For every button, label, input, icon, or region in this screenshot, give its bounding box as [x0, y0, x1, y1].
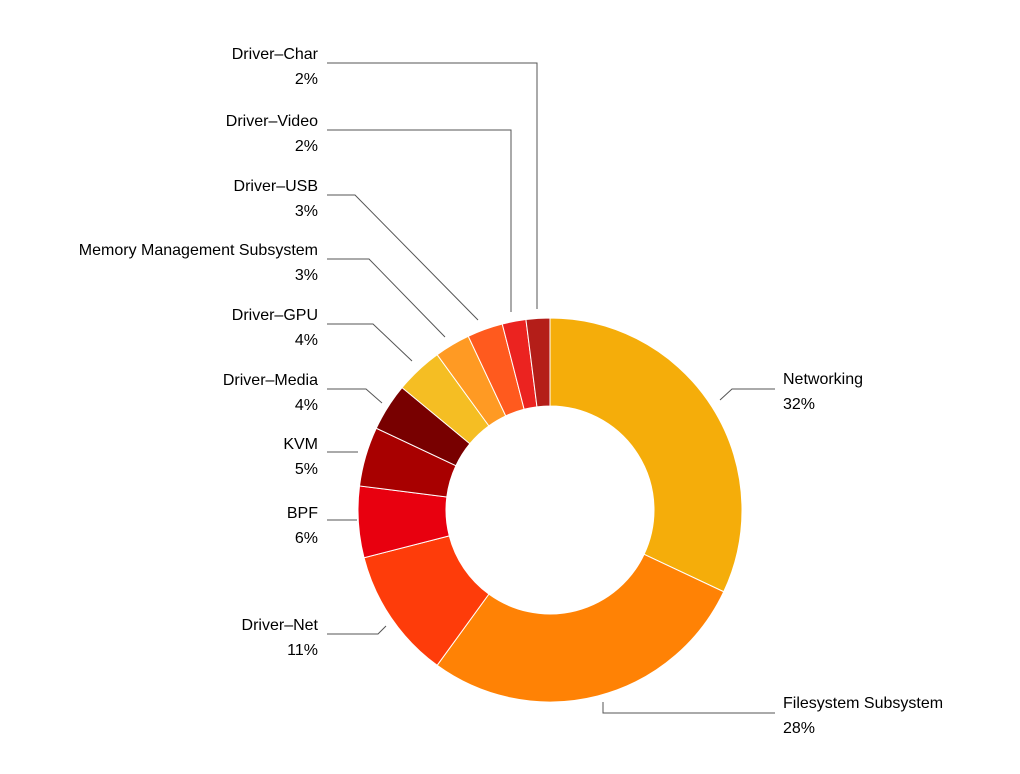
slice-label-value-9: 2%	[295, 138, 318, 155]
slice-label-name-3: BPF	[287, 505, 318, 522]
slice-label-value-0: 32%	[783, 396, 815, 413]
leader-line-9	[327, 129, 512, 312]
slice-label-name-7: Memory Management Subsystem	[79, 242, 318, 259]
slice-10	[525, 317, 551, 408]
slice-label-value-7: 3%	[295, 267, 318, 284]
slice-label-value-10: 2%	[295, 71, 318, 88]
leader-line-10	[327, 62, 538, 309]
leader-line-1	[602, 702, 775, 714]
slice-label-value-8: 3%	[295, 203, 318, 220]
slice-label-name-0: Networking	[783, 371, 863, 388]
slice-label-value-4: 5%	[295, 461, 318, 478]
slice-1	[436, 553, 725, 703]
slice-label-name-10: Driver–Char	[232, 46, 319, 63]
slice-label-value-3: 6%	[295, 530, 318, 547]
slice-label-value-5: 4%	[295, 397, 318, 414]
leader-lines-layer	[327, 62, 775, 714]
slice-0	[549, 317, 743, 593]
slice-label-value-2: 11%	[287, 642, 318, 659]
slice-label-name-8: Driver–USB	[234, 178, 318, 195]
slice-label-name-5: Driver–Media	[223, 372, 318, 389]
leader-line-2	[327, 625, 387, 635]
labels-layer: Networking 32% Filesystem Subsystem 28% Driv…	[79, 46, 943, 737]
slice-label-value-1: 28%	[783, 720, 815, 737]
leader-line-8	[327, 194, 479, 321]
leader-line-5	[327, 388, 383, 404]
slice-label-name-4: KVM	[283, 436, 318, 453]
slice-label-value-6: 4%	[295, 332, 318, 349]
slice-label-name-1: Filesystem Subsystem	[783, 695, 943, 712]
slice-label-name-2: Driver–Net	[242, 617, 319, 634]
slice-label-name-6: Driver–GPU	[232, 307, 318, 324]
leader-line-7	[327, 258, 446, 338]
slices-layer	[357, 317, 743, 703]
leader-line-6	[327, 323, 413, 362]
slice-label-name-9: Driver–Video	[226, 113, 318, 130]
leader-line-0	[719, 388, 775, 401]
